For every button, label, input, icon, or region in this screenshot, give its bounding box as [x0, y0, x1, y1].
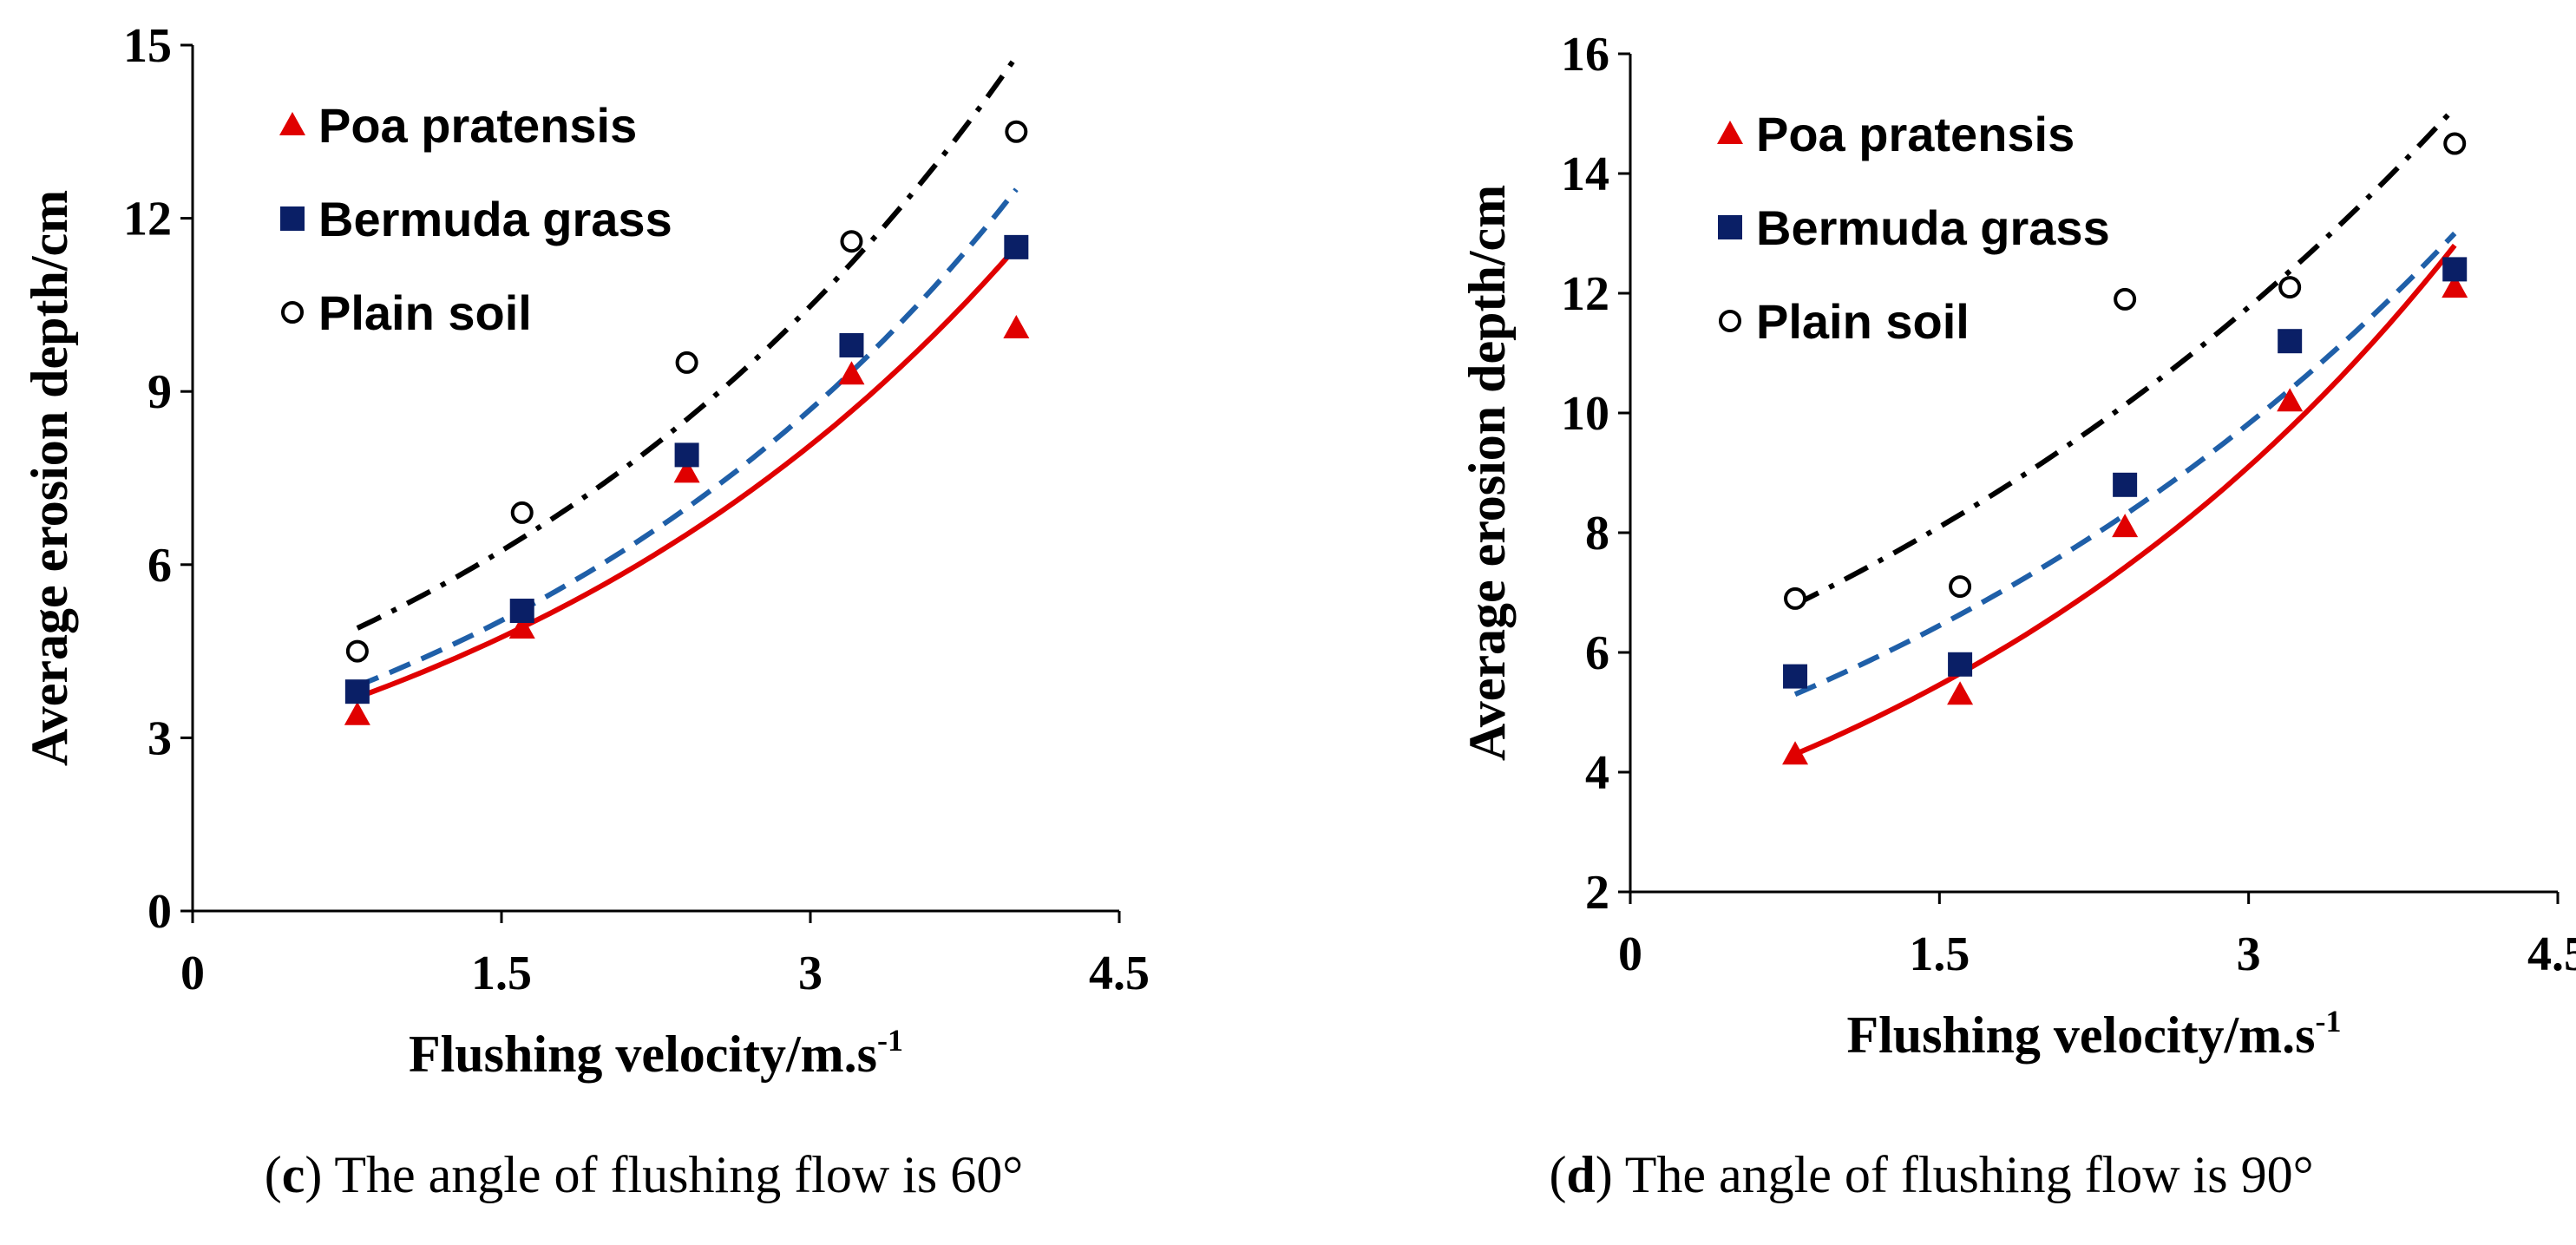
d-y-tick-label: 8: [1585, 507, 1609, 560]
d-y-tick-label: 16: [1561, 28, 1609, 82]
c-legend-label-plain-soil: Plain soil: [318, 285, 532, 340]
d-point-plain-soil: [2443, 132, 2467, 155]
d-x-tick-label: 3: [2237, 927, 2261, 981]
c-point-bermuda-grass: [344, 679, 370, 704]
d-x-axis-title-sup: -1: [2316, 1004, 2342, 1039]
c-x-axis-title-sup: -1: [877, 1023, 903, 1058]
d-x-axis-title-main: Flushing velocity/m.s: [1846, 1006, 2315, 1064]
c-trend-poa-pratensis: [356, 245, 1019, 700]
d-point-bermuda-grass: [2442, 257, 2468, 282]
c-legend-marker-poa-pratensis: [279, 112, 305, 135]
d-trend-poa-pratensis: [1793, 243, 2457, 757]
c-point-plain-soil: [840, 230, 863, 253]
c-point-poa-pratensis: [673, 459, 700, 483]
caption-c-text: The angle of flushing flow is 60°: [334, 1146, 1024, 1203]
c-x-tick-label: 3: [798, 947, 823, 1000]
d-point-bermuda-grass: [2278, 329, 2303, 354]
d-point-poa-pratensis: [2442, 274, 2468, 298]
d-y-tick-label: 4: [1585, 746, 1609, 800]
d-y-tick-label: 10: [1561, 387, 1609, 441]
c-x-axis-title-main: Flushing velocity/m.s: [409, 1025, 877, 1083]
caption-d-label: d: [1566, 1146, 1596, 1203]
c-y-tick-label: 9: [147, 365, 172, 419]
caption-c: (c) The angle of flushing flow is 60°: [264, 1146, 1024, 1203]
d-trend-plain-soil: [1793, 106, 2457, 607]
caption-d-text: The angle of flushing flow is 90°: [1624, 1146, 2314, 1203]
c-point-poa-pratensis: [838, 361, 865, 385]
chart-c: 0 3 6 9 12 15 0 1.5 3 4.5 Flushing velocity/m.s-1 A…: [21, 19, 1150, 1083]
d-point-plain-soil: [1784, 586, 1807, 610]
c-y-axis-title: Average erosion depth/cm: [21, 190, 78, 766]
d-legend-marker-poa-pratensis: [1717, 121, 1743, 144]
d-point-plain-soil: [1949, 575, 1972, 599]
c-point-bermuda-grass: [509, 599, 534, 624]
c-point-plain-soil: [510, 501, 534, 524]
c-legend-marker-plain-soil: [281, 301, 304, 324]
d-y-tick-label: 2: [1585, 866, 1609, 920]
d-y-axis-title: Average erosion depth/cm: [1458, 185, 1516, 761]
d-point-plain-soil: [2114, 287, 2137, 311]
caption-c-label: c: [281, 1146, 305, 1203]
d-legend-label-bermuda-grass: Bermuda grass: [1756, 200, 2110, 255]
d-point-bermuda-grass: [1783, 664, 1808, 689]
d-point-poa-pratensis: [1782, 741, 1809, 765]
d-legend-label-plain-soil: Plain soil: [1756, 294, 1970, 349]
chart-panel-d: 2 4 6 8 10 12 14 16 0 1.5 3 4.5 Flushing velocity/m.…: [1288, 0, 2576, 1245]
c-legend-label-bermuda-grass: Bermuda grass: [318, 192, 672, 246]
caption-d: (d) The angle of flushing flow is 90°: [1549, 1146, 2314, 1203]
c-trend-plain-soil: [356, 55, 1019, 631]
c-point-poa-pratensis: [1003, 315, 1030, 339]
d-x-axis-title: Flushing velocity/m.s-1: [1846, 1004, 2341, 1064]
d-point-poa-pratensis: [2112, 514, 2139, 538]
d-x-tick-label: 0: [1618, 927, 1642, 981]
d-point-poa-pratensis: [2277, 388, 2304, 412]
d-legend-label-poa-pratensis: Poa pratensis: [1756, 107, 2075, 161]
chart-d: 2 4 6 8 10 12 14 16 0 1.5 3 4.5 Flushing velocity/m.…: [1458, 28, 2576, 1064]
c-y-tick-label: 3: [147, 711, 172, 765]
c-legend-marker-bermuda-grass: [280, 206, 305, 231]
c-point-poa-pratensis: [344, 701, 370, 725]
c-x-tick-label: 4.5: [1089, 947, 1150, 1000]
d-point-poa-pratensis: [1947, 681, 1974, 705]
d-x-tick-label: 4.5: [2527, 927, 2576, 981]
d-trend-bermuda-grass: [1793, 231, 2457, 698]
c-trend-bermuda-grass: [356, 187, 1019, 689]
c-legend-label-poa-pratensis: Poa pratensis: [318, 98, 637, 153]
c-point-poa-pratensis: [508, 614, 535, 639]
c-x-tick-label: 0: [180, 947, 205, 1000]
c-x-tick-label: 1.5: [471, 947, 532, 1000]
c-x-axis-title: Flushing velocity/m.s-1: [409, 1023, 903, 1083]
c-y-tick-label: 12: [123, 193, 172, 246]
c-y-tick-label: 0: [147, 885, 172, 939]
c-point-bermuda-grass: [674, 442, 699, 468]
d-y-tick-label: 14: [1561, 147, 1609, 201]
chart-panel-c: 0 3 6 9 12 15 0 1.5 3 4.5 Flushing velocity/m.s-1 A…: [21, 19, 1150, 1203]
c-y-tick-label: 6: [147, 539, 172, 593]
c-y-tick-label: 15: [123, 19, 172, 73]
d-y-tick-label: 12: [1561, 267, 1609, 321]
d-point-bermuda-grass: [1948, 652, 1973, 677]
c-point-bermuda-grass: [1004, 234, 1029, 259]
d-legend-marker-plain-soil: [1719, 310, 1741, 332]
d-point-plain-soil: [2278, 276, 2302, 299]
c-point-plain-soil: [675, 351, 698, 374]
d-point-bermuda-grass: [2113, 472, 2138, 497]
c-point-bermuda-grass: [839, 332, 864, 357]
d-y-tick-label: 6: [1585, 626, 1609, 680]
d-x-tick-label: 1.5: [1909, 927, 1970, 981]
c-point-plain-soil: [1005, 120, 1028, 143]
c-point-plain-soil: [345, 639, 369, 663]
d-legend-marker-bermuda-grass: [1718, 215, 1742, 239]
